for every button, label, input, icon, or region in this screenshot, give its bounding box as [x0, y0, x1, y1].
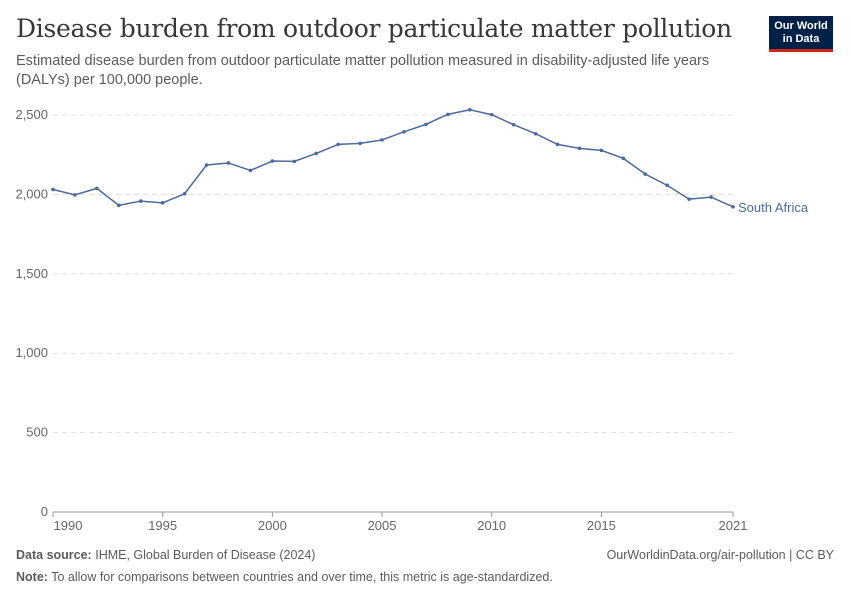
data-point [489, 112, 494, 117]
data-point [182, 191, 187, 196]
line-chart: 0 500 1,000 1,500 2,000 2,500 1990 1995 2000 2005… [15, 107, 809, 533]
data-point [226, 161, 231, 165]
data-point [731, 204, 735, 209]
data-point [467, 107, 472, 112]
x-tick-label: 2000 [258, 518, 287, 533]
logo-text: Our World in Data [774, 20, 828, 45]
data-point [533, 131, 538, 136]
data-point [555, 142, 560, 147]
y-tick-label: 2,500 [15, 107, 48, 122]
chart-title: Disease burden from outdoor particulate … [16, 14, 732, 43]
data-point [358, 141, 362, 146]
data-point [687, 197, 691, 201]
y-tick-label: 1,000 [15, 345, 48, 360]
x-tick-label: 2015 [587, 518, 616, 533]
x-tick-label: 2005 [368, 518, 397, 533]
data-point [643, 172, 648, 176]
data-point [292, 159, 297, 164]
data-point [709, 195, 713, 199]
data-point [138, 199, 143, 203]
data-point [665, 183, 669, 188]
series-label: South Africa [738, 200, 809, 215]
y-tick-label: 2,000 [15, 186, 48, 201]
data-point [511, 122, 516, 127]
data-point [621, 156, 626, 161]
x-tick-label: 2010 [477, 518, 506, 533]
data-point [270, 159, 275, 163]
y-tick-label: 0 [41, 504, 48, 519]
data-point [446, 112, 450, 117]
data-point [599, 148, 604, 153]
x-tick-label: 1990 [54, 518, 83, 533]
data-point [402, 130, 406, 134]
source-url-link[interactable]: OurWorldinData.org/air-pollution | CC BY [606, 548, 834, 562]
data-point [380, 138, 384, 142]
data-point [424, 122, 428, 127]
source-text: IHME, Global Burden of Disease (2024) [95, 548, 316, 562]
data-point [73, 193, 77, 197]
data-point [95, 186, 99, 191]
x-tick-label: 1995 [148, 518, 177, 533]
data-point [577, 146, 582, 151]
series-line [52, 108, 734, 208]
data-source: Data source: IHME, Global Burden of Dise… [16, 548, 316, 562]
x-tick-label: 2021 [719, 518, 748, 533]
data-point [204, 163, 209, 167]
data-point [117, 203, 121, 208]
data-point [51, 187, 55, 192]
y-tick-label: 500 [26, 425, 48, 440]
data-point [336, 142, 340, 147]
data-point [248, 168, 253, 173]
data-point [314, 151, 319, 156]
y-tick-label: 1,500 [15, 266, 48, 281]
chart-subtitle: Estimated disease burden from outdoor pa… [16, 53, 710, 88]
note: Note: To allow for comparisons between c… [16, 570, 553, 584]
note-text: To allow for comparisons between countri… [51, 570, 553, 584]
data-point [160, 201, 165, 205]
owid-logo[interactable]: Our World in Data [769, 16, 833, 52]
